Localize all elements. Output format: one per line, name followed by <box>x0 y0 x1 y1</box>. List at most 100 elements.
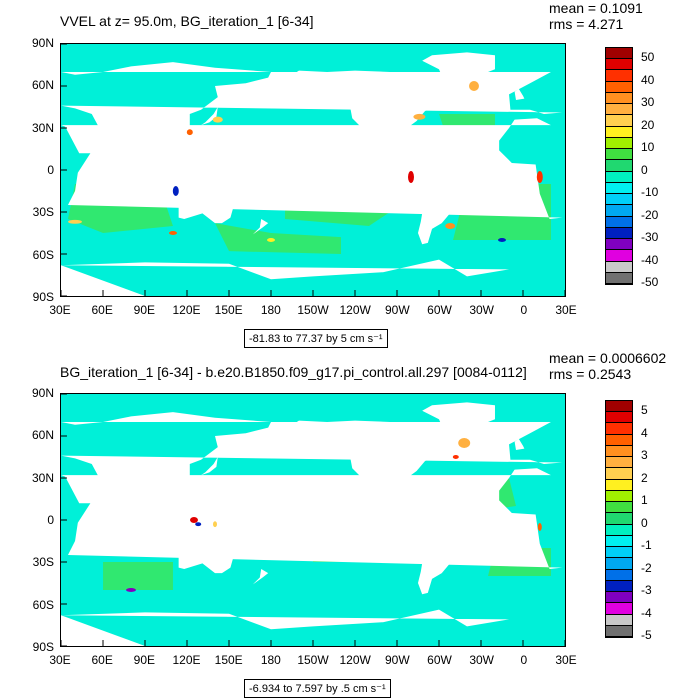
x-tick-label: 120W <box>339 653 371 667</box>
land-japan <box>201 457 218 476</box>
colorbar-label: -4 <box>641 605 652 620</box>
land-australia <box>178 185 234 224</box>
x-tick-label: 90E <box>133 653 155 667</box>
x-tick-label: 0 <box>520 653 528 667</box>
land-australia <box>178 535 234 574</box>
bottom-range-label: -6.934 to 7.597 by .5 cm s⁻¹ <box>244 679 391 698</box>
colorbar-label: 10 <box>641 140 655 155</box>
colorbar-label: 4 <box>641 425 648 440</box>
velocity-anomaly <box>169 231 177 235</box>
x-tick-label: 90W <box>384 653 410 667</box>
colorbar-label: -20 <box>641 207 659 222</box>
land-antarctica <box>61 259 510 296</box>
colorbar-box <box>606 171 632 183</box>
colorbar-label: 3 <box>641 448 648 463</box>
colorbar-box <box>606 104 632 116</box>
land-uk <box>514 88 525 100</box>
x-tick-label: 60W <box>427 303 452 317</box>
y-tick-label: 30N <box>31 470 54 485</box>
colorbar-box <box>606 412 632 424</box>
velocity-anomaly <box>68 219 82 224</box>
land-uk <box>514 438 525 450</box>
top-mean-label: mean = 0.1091 <box>549 0 643 16</box>
colorbar-box <box>606 547 632 559</box>
top-panel: VVEL at z= 95.0m, BG_iteration_1 [6-34] … <box>31 0 659 348</box>
colorbar-box <box>606 182 632 195</box>
colorbar-box <box>606 434 632 446</box>
x-tick-label: 0 <box>520 303 528 317</box>
colorbar-box <box>606 239 632 251</box>
colorbar-label: 5 <box>641 403 648 418</box>
bottom-panel: BG_iteration_1 [6-34] - b.e20.B1850.f09_… <box>0 350 700 700</box>
x-tick-label: 120E <box>172 653 201 667</box>
colorbar-box <box>606 614 632 626</box>
land-eurasia <box>61 412 563 518</box>
x-tick-label: 30E <box>49 653 71 667</box>
colorbar-label: -10 <box>641 185 659 200</box>
x-tick-label: 150E <box>214 303 243 317</box>
y-tick-label: 60N <box>31 78 54 93</box>
colorbar-label: -1 <box>641 538 652 553</box>
colorbar-box <box>606 137 632 150</box>
colorbar-box <box>606 81 632 93</box>
colorbar-label: 20 <box>641 117 655 132</box>
land-southamerica <box>409 503 474 595</box>
colorbar-label: 40 <box>641 72 655 87</box>
land-japan <box>201 107 218 126</box>
colorbar-box <box>606 445 632 458</box>
x-tick-label: 180 <box>260 303 281 317</box>
x-tick-label: 60E <box>91 653 113 667</box>
top-map-plot <box>60 43 566 297</box>
velocity-anomaly <box>413 113 426 120</box>
colorbar-box <box>606 479 632 491</box>
land-greenland <box>422 402 495 436</box>
colorbar-box <box>606 502 632 514</box>
colorbar-box <box>606 569 632 581</box>
colorbar-label: 50 <box>641 50 655 65</box>
y-tick-label: 60S <box>32 247 54 262</box>
land-indonesia <box>152 512 230 533</box>
velocity-anomaly <box>267 238 275 242</box>
colorbar-label: -5 <box>641 628 652 642</box>
colorbar-label: -50 <box>641 275 659 289</box>
y-tick-label: 0 <box>47 513 54 527</box>
top-map-svg <box>61 44 565 296</box>
colorbar-box <box>606 250 632 262</box>
colorbar-box <box>606 272 632 284</box>
velocity-anomaly <box>469 81 479 91</box>
x-tick-label: 30E <box>555 303 577 317</box>
velocity-anomaly <box>408 171 414 183</box>
velocity-anomaly <box>190 517 198 523</box>
colorbar-box <box>606 261 632 273</box>
x-tick-label: 150W <box>297 303 329 317</box>
y-tick-label: 60S <box>32 597 54 612</box>
colorbar-box <box>606 92 632 105</box>
velocity-anomaly <box>212 116 223 123</box>
x-tick-label: 90E <box>133 303 155 317</box>
colorbar-box <box>606 625 632 637</box>
colorbar-label: 0 <box>641 162 648 177</box>
velocity-anomaly <box>126 588 136 592</box>
bottom-map-svg <box>61 394 565 646</box>
land-southamerica <box>409 153 474 245</box>
velocity-anomaly <box>498 238 506 242</box>
colorbar-box <box>606 115 632 127</box>
colorbar-box <box>606 70 632 82</box>
colorbar-box <box>606 194 632 206</box>
x-tick-label: 120E <box>172 303 201 317</box>
colorbar-box <box>606 524 632 536</box>
y-tick-label: 90N <box>31 386 54 400</box>
velocity-anomaly <box>445 223 456 229</box>
land-indonesia <box>152 162 230 183</box>
top-rms-label: rms = 4.271 <box>549 16 624 32</box>
velocity-anomaly <box>213 521 217 528</box>
colorbar-box <box>606 205 632 217</box>
land-newzealand <box>252 569 269 585</box>
colorbar-box <box>606 535 632 548</box>
y-tick-label: 60N <box>31 428 54 443</box>
velocity-anomaly <box>186 129 193 136</box>
land-madagascar <box>80 188 89 206</box>
colorbar-box <box>606 558 632 570</box>
y-tick-label: 90S <box>32 290 54 304</box>
bottom-plot-title: BG_iteration_1 [6-34] - b.e20.B1850.f09_… <box>60 364 527 380</box>
